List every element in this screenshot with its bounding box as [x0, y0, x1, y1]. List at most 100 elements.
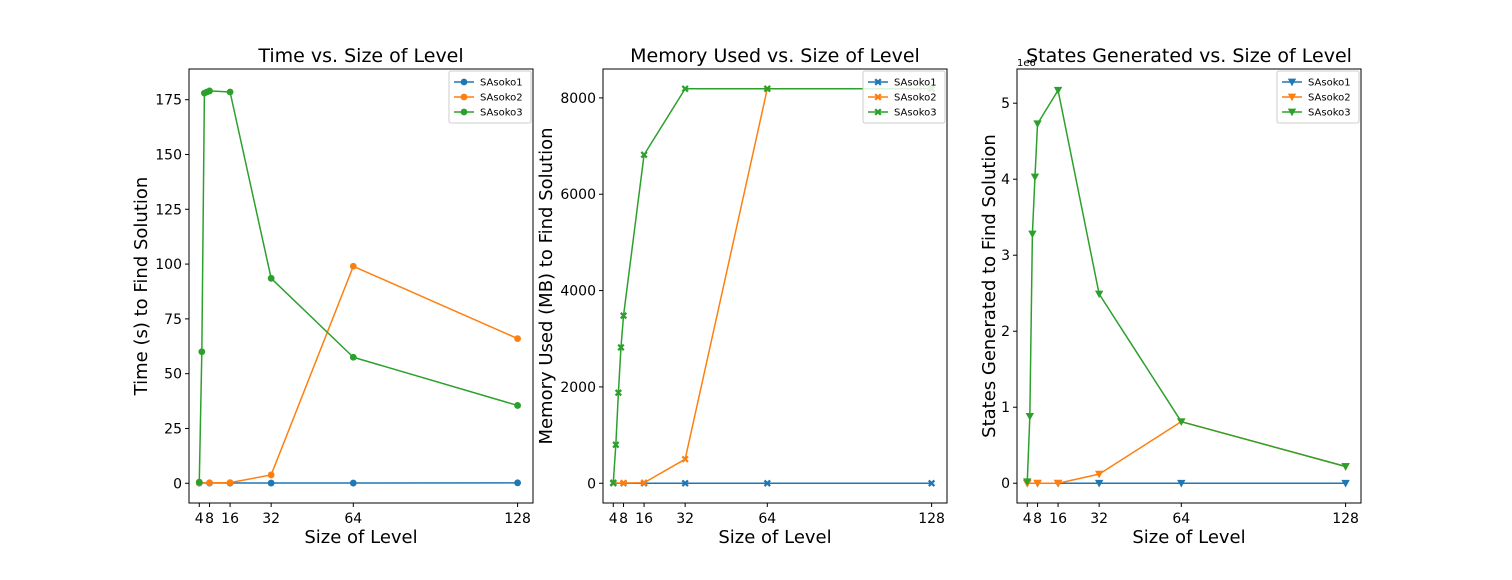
y-scale-note: 1e6 [1017, 58, 1036, 69]
legend-label: SAsoko1 [894, 78, 937, 89]
y-tick-label: 100 [155, 257, 182, 273]
x-tick-label: 16 [1049, 511, 1067, 527]
series-line-SAsoko2 [1027, 422, 1345, 484]
y-tick-label: 4000 [560, 284, 596, 300]
data-point-SAsoko2 [206, 479, 213, 486]
data-point-SAsoko3 [1341, 463, 1349, 471]
y-axis-label: States Generated to Find Solution [979, 134, 1000, 438]
series-line-SAsoko3 [199, 91, 517, 482]
legend-label: SAsoko3 [480, 108, 523, 119]
x-tick-label: 4 [609, 511, 618, 527]
legend-label: SAsoko2 [480, 93, 523, 104]
y-tick-label: 50 [164, 367, 182, 383]
data-point-SAsoko3 [198, 348, 205, 355]
data-point-SAsoko2 [268, 472, 275, 479]
x-tick-label: 128 [504, 511, 531, 527]
data-point-SAsoko3 [350, 354, 357, 361]
legend: SAsoko1 SAsoko2 SAsoko3 [1277, 71, 1359, 123]
axes-frame [603, 69, 947, 503]
data-point-SAsoko3 [268, 275, 275, 282]
data-point-SAsoko3 [1028, 231, 1036, 239]
series-line-SAsoko3 [613, 89, 931, 483]
legend-label: SAsoko1 [1308, 78, 1351, 89]
chart-title: States Generated vs. Size of Level [1026, 45, 1352, 67]
x-axis-label: Size of Level [1132, 527, 1245, 548]
x-tick-label: 4 [1023, 511, 1032, 527]
series-layer [1023, 87, 1350, 488]
legend-label: SAsoko3 [1308, 108, 1351, 119]
data-point-SAsoko3 [514, 402, 521, 409]
series-layer [610, 85, 936, 487]
y-tick-label: 5 [1001, 96, 1010, 112]
chart-title: Memory Used vs. Size of Level [630, 45, 920, 67]
x-tick-label: 32 [676, 511, 694, 527]
data-point-SAsoko3 [196, 479, 203, 486]
legend: SAsoko1 SAsoko2 SAsoko3 [863, 71, 945, 123]
y-tick-label: 0 [1001, 476, 1010, 492]
chart-title: Time vs. Size of Level [257, 45, 463, 67]
y-tick-label: 25 [164, 421, 182, 437]
legend-label: SAsoko2 [894, 93, 937, 104]
data-point-SAsoko3 [1026, 413, 1034, 421]
x-tick-label: 64 [758, 511, 776, 527]
data-point-SAsoko3 [227, 89, 234, 96]
y-tick-label: 175 [155, 93, 182, 109]
data-point-SAsoko2 [350, 263, 357, 270]
legend-label: SAsoko1 [480, 78, 523, 89]
x-tick-label: 8 [619, 511, 628, 527]
x-tick-label: 8 [205, 511, 214, 527]
y-tick-label: 0 [173, 476, 182, 492]
x-tick-label: 16 [635, 511, 653, 527]
series-line-SAsoko2 [199, 266, 517, 483]
x-tick-label: 8 [1033, 511, 1042, 527]
y-axis-label: Memory Used (MB) to Find Solution [536, 127, 557, 444]
y-tick-label: 8000 [560, 91, 596, 107]
x-axis-label: Size of Level [718, 527, 831, 548]
data-point-SAsoko1 [268, 480, 275, 487]
data-point-SAsoko2 [227, 479, 234, 486]
axes-frame [189, 69, 533, 503]
legend-marker [461, 79, 468, 86]
x-axis-label: Size of Level [304, 527, 417, 548]
series-line-SAsoko3 [1027, 90, 1345, 481]
y-tick-label: 150 [155, 147, 182, 163]
x-tick-label: 128 [918, 511, 945, 527]
x-tick-label: 128 [1332, 511, 1359, 527]
x-tick-label: 16 [221, 511, 239, 527]
data-point-SAsoko3 [1095, 291, 1103, 299]
data-point-SAsoko2 [514, 335, 521, 342]
x-tick-label: 4 [195, 511, 204, 527]
y-tick-label: 4 [1001, 172, 1010, 188]
x-tick-label: 32 [262, 511, 280, 527]
x-tick-label: 32 [1090, 511, 1108, 527]
y-tick-label: 2 [1001, 324, 1010, 340]
legend: SAsoko1 SAsoko2 SAsoko3 [449, 71, 531, 123]
x-tick-label: 64 [344, 511, 362, 527]
data-point-SAsoko3 [1031, 174, 1039, 182]
legend-marker [461, 109, 468, 116]
data-point-SAsoko3 [206, 88, 213, 95]
data-point-SAsoko1 [514, 479, 521, 486]
y-tick-label: 3 [1001, 248, 1010, 264]
y-axis-label: Time (s) to Find Solution [131, 177, 152, 397]
data-point-SAsoko3 [1033, 120, 1041, 128]
legend-label: SAsoko2 [1308, 93, 1351, 104]
y-tick-label: 6000 [560, 187, 596, 203]
y-tick-label: 1 [1001, 400, 1010, 416]
y-tick-label: 125 [155, 202, 182, 218]
y-tick-label: 2000 [560, 380, 596, 396]
data-point-SAsoko3 [1054, 87, 1062, 95]
y-tick-label: 0 [587, 476, 596, 492]
axes-frame [1017, 69, 1361, 503]
y-tick-label: 75 [164, 312, 182, 328]
legend-label: SAsoko3 [894, 108, 937, 119]
series-layer [196, 88, 521, 487]
x-tick-label: 64 [1172, 511, 1190, 527]
series-line-SAsoko2 [613, 89, 931, 483]
data-point-SAsoko1 [350, 480, 357, 487]
